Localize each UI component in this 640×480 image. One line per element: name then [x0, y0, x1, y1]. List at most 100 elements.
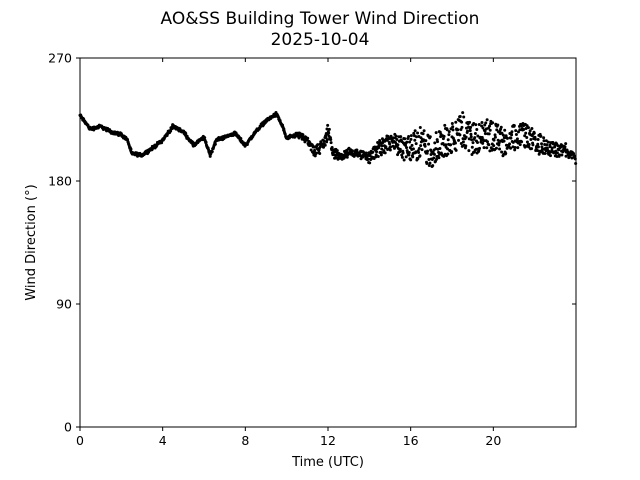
data-point — [129, 147, 133, 151]
data-point — [204, 140, 208, 144]
data-point — [556, 144, 560, 148]
data-point — [426, 149, 430, 153]
x-tick-label: 4 — [159, 433, 167, 448]
x-tick-label: 0 — [76, 433, 84, 448]
data-point — [523, 134, 527, 138]
data-point — [563, 145, 567, 149]
data-point — [481, 141, 485, 145]
data-point — [382, 149, 386, 153]
data-point — [375, 150, 379, 154]
data-point — [329, 141, 333, 145]
data-point — [514, 132, 518, 136]
data-point — [327, 127, 331, 131]
data-point — [327, 131, 331, 135]
data-point — [515, 137, 519, 141]
data-point — [427, 157, 431, 161]
data-point — [374, 153, 378, 157]
data-point — [395, 138, 399, 142]
data-point — [560, 153, 564, 157]
data-point — [482, 139, 486, 143]
data-point — [557, 153, 561, 157]
data-point — [401, 151, 405, 155]
data-point — [493, 135, 497, 139]
data-point — [504, 151, 508, 155]
data-point — [318, 145, 322, 149]
data-point — [496, 138, 500, 142]
data-point — [525, 136, 529, 140]
data-point — [450, 150, 454, 154]
data-point — [442, 134, 446, 138]
data-point — [413, 138, 417, 142]
data-point — [566, 150, 570, 154]
data-point — [394, 134, 398, 138]
data-point — [405, 140, 409, 144]
data-point — [446, 138, 450, 142]
data-point — [415, 135, 419, 139]
data-point — [434, 131, 438, 135]
data-point — [485, 140, 489, 144]
data-points — [78, 110, 578, 168]
data-point — [458, 133, 462, 137]
data-point — [508, 142, 512, 146]
data-point — [483, 132, 487, 136]
data-point — [432, 156, 436, 160]
data-point — [387, 136, 391, 140]
data-point — [191, 140, 195, 144]
data-point — [513, 146, 517, 150]
data-point — [407, 153, 411, 157]
data-point — [572, 152, 576, 156]
data-point — [383, 151, 387, 155]
data-point — [399, 135, 403, 139]
data-point — [502, 136, 506, 140]
x-tick-label: 16 — [403, 433, 419, 448]
data-point — [475, 128, 479, 132]
data-point — [301, 133, 305, 137]
data-point — [422, 129, 426, 133]
data-point — [409, 137, 413, 141]
data-point — [459, 141, 463, 145]
data-point — [471, 141, 475, 145]
data-point — [322, 145, 326, 149]
data-point — [460, 120, 464, 124]
data-point — [368, 161, 372, 165]
data-point — [499, 125, 503, 129]
data-point — [480, 136, 484, 140]
data-point — [573, 154, 577, 158]
data-point — [468, 120, 472, 124]
data-point — [420, 148, 424, 152]
data-point — [184, 131, 188, 135]
data-point — [512, 124, 516, 128]
data-point — [444, 143, 448, 147]
data-point — [511, 140, 515, 144]
data-point — [457, 138, 461, 142]
data-point — [480, 121, 484, 125]
data-point — [493, 133, 497, 137]
data-point — [213, 142, 217, 146]
data-point — [329, 137, 333, 141]
data-point — [478, 146, 482, 150]
data-point — [449, 143, 453, 147]
data-point — [400, 155, 404, 159]
data-point — [542, 139, 546, 143]
data-point — [412, 131, 416, 135]
data-point — [474, 123, 478, 127]
data-point — [488, 124, 492, 128]
data-point — [487, 143, 491, 147]
data-point — [325, 127, 329, 131]
data-point — [443, 123, 447, 127]
data-point — [532, 131, 536, 135]
data-point — [324, 135, 328, 139]
data-point — [536, 145, 540, 149]
data-point — [366, 157, 370, 161]
data-point — [468, 129, 472, 133]
data-point — [520, 140, 524, 144]
data-point — [404, 155, 408, 159]
data-point — [461, 140, 465, 144]
data-point — [545, 143, 549, 147]
data-point — [442, 154, 446, 158]
data-point — [536, 138, 540, 142]
data-point — [417, 150, 421, 154]
data-point — [408, 140, 412, 144]
data-point — [388, 142, 392, 146]
